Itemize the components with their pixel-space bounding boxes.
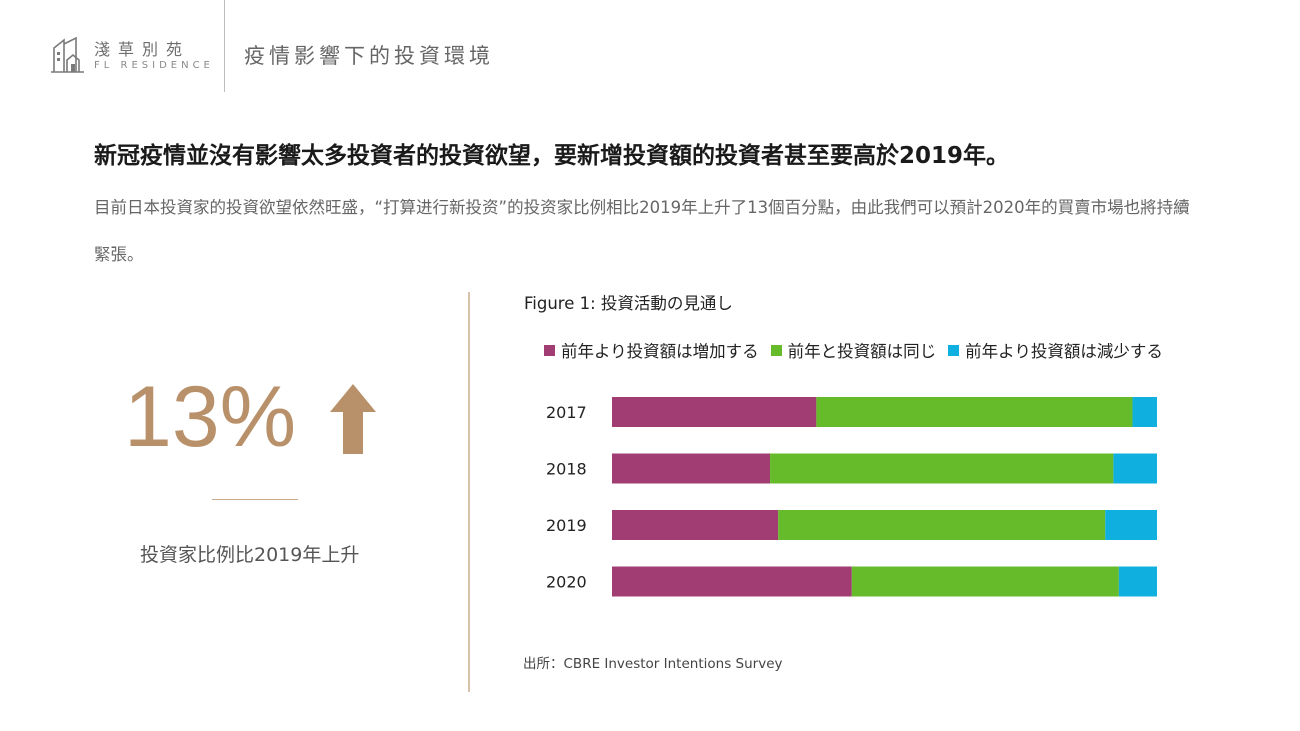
legend-item-increase: 前年より投資額は増加する (544, 338, 759, 362)
bar-segment-2017-1 (816, 397, 1133, 427)
bar-segment-2017-0 (612, 397, 817, 427)
brand-name-cn: 淺草別苑 (94, 40, 191, 59)
bar-segment-2020-0 (612, 566, 852, 597)
chart-source: 出所：CBRE Investor Intentions Survey (523, 656, 783, 672)
legend-item-same: 前年と投資額は同じ (770, 338, 937, 362)
legend-label-decrease: 前年より投資額は減少する (965, 342, 1163, 361)
legend-label-increase: 前年より投資額は増加する (561, 342, 759, 361)
legend-swatch-same (770, 344, 782, 356)
year-label-2020: 2020 (546, 573, 587, 592)
bar-segment-2018-2 (1113, 453, 1157, 484)
headline: 新冠疫情並沒有影響太多投資者的投資欲望，要新增投資額的投資者甚至要高於2019年… (94, 143, 1010, 169)
body-paragraph: 目前日本投資家的投資欲望依然旺盛，“打算进行新投资”的投资家比例相比2019年上… (94, 198, 1190, 264)
stacked-bar-chart: 2017 2018 2019 2020 (546, 397, 1157, 597)
column-divider (468, 292, 470, 692)
brand-logo-icon (51, 36, 84, 73)
bar-segment-2018-0 (612, 453, 771, 484)
legend-swatch-decrease (948, 344, 960, 356)
arrow-up-icon (330, 384, 376, 454)
bar-segment-2017-2 (1132, 397, 1157, 427)
stat-value: 13% (124, 369, 297, 465)
stat-divider (212, 499, 298, 500)
bar-segment-2019-1 (778, 510, 1106, 540)
chart-legend: 前年より投資額は増加する 前年と投資額は同じ 前年より投資額は減少する (544, 338, 1163, 362)
legend-label-same: 前年と投資額は同じ (787, 342, 937, 361)
year-label-2017: 2017 (546, 403, 587, 422)
bar-segment-2020-1 (851, 566, 1119, 597)
section-title: 疫情影響下的投資環境 (244, 44, 494, 68)
bar-segment-2020-2 (1118, 566, 1157, 597)
header-divider (224, 0, 225, 92)
legend-item-decrease: 前年より投資額は減少する (948, 338, 1163, 362)
year-label-2018: 2018 (546, 460, 587, 479)
brand-name-en: FL RESIDENCE (94, 60, 214, 71)
bar-segment-2019-2 (1105, 510, 1157, 540)
bar-segment-2018-1 (770, 453, 1114, 484)
legend-swatch-increase (544, 344, 555, 356)
chart-title: Figure 1: 投資活動の見通し (524, 294, 733, 313)
stat-caption: 投資家比例比2019年上升 (140, 544, 360, 566)
year-label-2019: 2019 (546, 516, 587, 535)
bar-segment-2019-0 (612, 510, 779, 540)
